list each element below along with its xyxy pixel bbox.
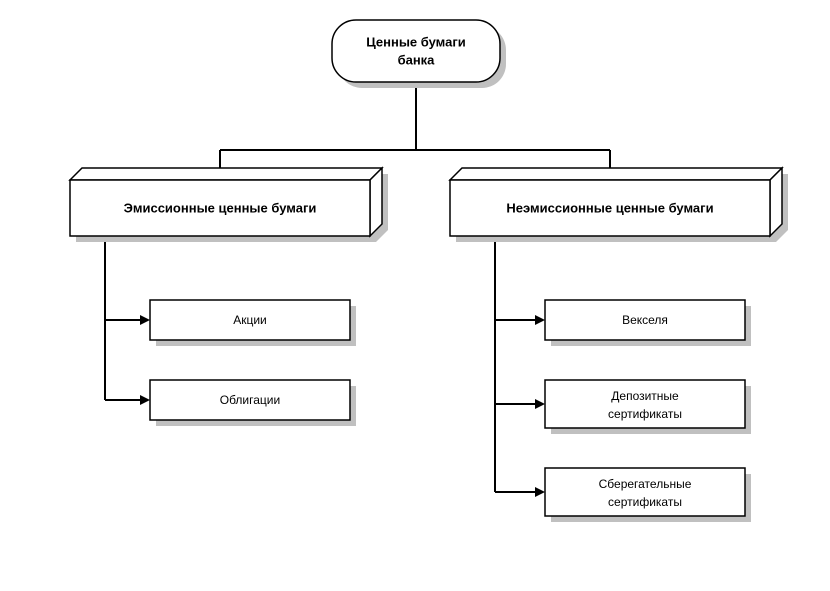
node-leaf-r2-label-2: сертификаты [608, 407, 682, 421]
arrow-head-icon [140, 395, 150, 405]
arrow-head-icon [535, 315, 545, 325]
arrow-head-icon [535, 487, 545, 497]
node-leaf-l1-label: Акции [233, 313, 267, 327]
node-leaf-r3-label-2: сертификаты [608, 495, 682, 509]
arrow-head-icon [140, 315, 150, 325]
node-leaf-r3-label-1: Сберегательные [599, 477, 692, 491]
arrow-head-icon [535, 399, 545, 409]
cat-right-label: Неэмиссионные ценные бумаги [506, 200, 713, 215]
node-leaf-r2-label-1: Депозитные [611, 389, 679, 403]
root-label-2: банка [398, 52, 436, 67]
node-leaf-l2-label: Облигации [220, 393, 280, 407]
root-label-1: Ценные бумаги [366, 34, 466, 49]
node-leaf-r1-label: Векселя [622, 313, 668, 327]
node-root [332, 20, 500, 82]
cat-left-label: Эмиссионные ценные бумаги [124, 200, 317, 215]
diagram-canvas: Ценные бумаги банка Эмиссионные ценные бум… [0, 0, 830, 591]
